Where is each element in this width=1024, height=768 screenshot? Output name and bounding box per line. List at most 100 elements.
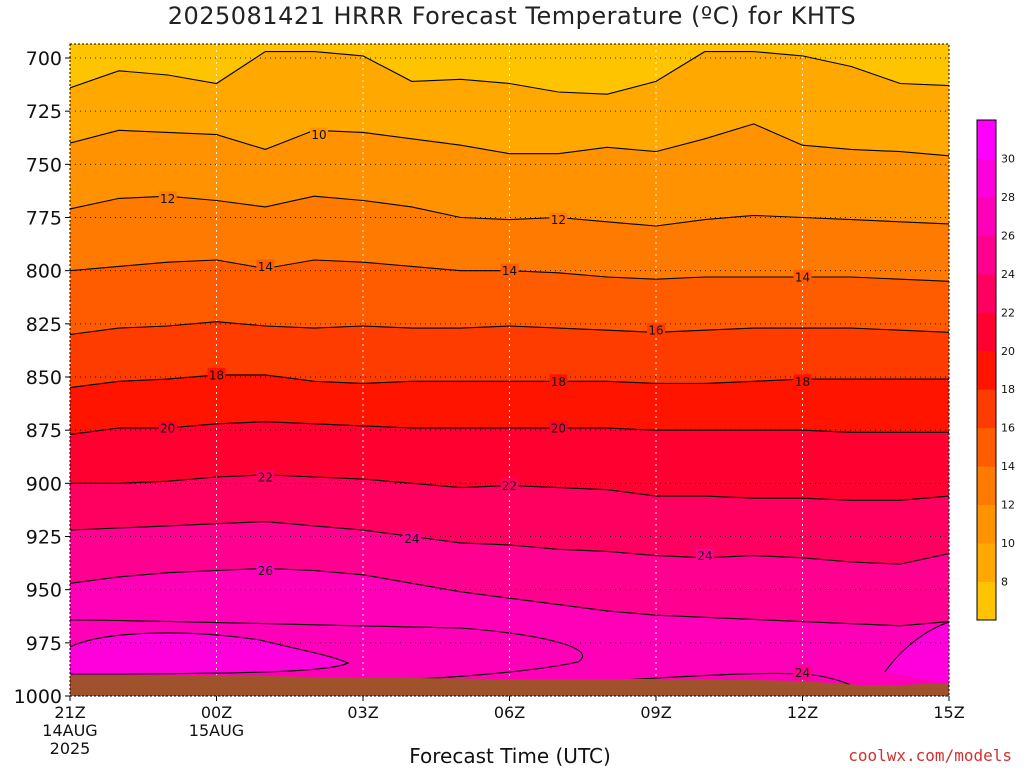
surface-terrain xyxy=(70,675,949,696)
contour-label: 24 xyxy=(404,532,419,546)
y-tick-label: 750 xyxy=(26,154,62,176)
isotherm-26-pocket xyxy=(70,619,584,681)
contour-label: 12 xyxy=(551,213,566,227)
label-bg-14 xyxy=(500,263,519,278)
label-bg-18 xyxy=(793,374,812,389)
x-axis-title: Forecast Time (UTC) xyxy=(409,744,611,768)
isotherm-10 xyxy=(70,123,949,157)
isotherm-20 xyxy=(70,421,949,435)
y-tick-label: 900 xyxy=(26,473,62,495)
label-bg-16 xyxy=(647,323,665,338)
label-bg-14 xyxy=(256,259,275,274)
y-tick-label: 850 xyxy=(26,367,62,389)
colorbar-tick-label: 28 xyxy=(1001,191,1015,204)
isotherm-24 xyxy=(70,521,949,565)
contour-label: 26 xyxy=(258,564,273,578)
contour-label: 20 xyxy=(551,422,566,436)
contour-label: 14 xyxy=(258,260,273,274)
contour-label: 10 xyxy=(311,128,326,142)
isotherm-12 xyxy=(70,195,949,227)
colorbar-tick-label: 22 xyxy=(1001,306,1015,319)
colorbar-tick-label: 18 xyxy=(1001,383,1015,396)
contour-label: 22 xyxy=(502,479,517,493)
pressure-axis: 700 725 750 775 800 825 850 875 900 925 950 975 1000 xyxy=(14,48,70,708)
label-bg-26 xyxy=(256,563,275,578)
colorbar-segment-16 xyxy=(977,389,996,429)
contour-labels: 10 12 12 14 14 14 16 18 18 18 20 20 22 22 24 24 24 26 xyxy=(158,127,812,680)
label-bg-20 xyxy=(158,421,177,436)
label-bg-18 xyxy=(549,374,568,389)
colorbar-tick-label: 12 xyxy=(1001,499,1015,512)
colorbar-segment-14 xyxy=(977,427,996,467)
y-tick-label: 925 xyxy=(26,527,62,549)
label-bg-12 xyxy=(549,212,568,227)
colorbar-segment-30 xyxy=(977,120,996,159)
colorbar-tick-label: 26 xyxy=(1001,229,1015,242)
isotherm-16 xyxy=(70,321,949,336)
colorbar-segment-6 xyxy=(977,581,996,621)
contour-label: 20 xyxy=(160,422,175,436)
colorbar-segment-28 xyxy=(977,158,996,198)
colorbar-tick-label: 8 xyxy=(1001,576,1008,589)
contour-label: 14 xyxy=(795,271,810,285)
y-tick-label: 1000 xyxy=(14,686,62,708)
colorbar-tick-label: 16 xyxy=(1001,422,1015,435)
y-tick-label: 775 xyxy=(26,208,62,230)
colorbar-segment-20 xyxy=(977,312,996,352)
y-tick-label: 725 xyxy=(26,101,62,123)
colorbar-frame xyxy=(976,119,997,621)
y-tick-label: 975 xyxy=(26,633,62,655)
label-bg-12 xyxy=(158,191,177,206)
contour-label: 16 xyxy=(648,324,663,338)
x-tick-sublabel: 14AUG xyxy=(42,721,97,740)
colorbar-tick-label: 14 xyxy=(1001,460,1015,473)
contour-label: 12 xyxy=(160,192,175,206)
band-28-30-right xyxy=(885,622,949,684)
colorbar-tick-label: 20 xyxy=(1001,345,1015,358)
x-tick-label: 03Z xyxy=(347,703,378,722)
ground-surface xyxy=(70,675,949,696)
contour-label: 14 xyxy=(502,264,517,278)
y-tick-label: 800 xyxy=(26,261,62,283)
y-tick-label: 875 xyxy=(26,420,62,442)
label-bg-14 xyxy=(793,270,812,285)
colorbar-segment-24 xyxy=(977,235,996,275)
y-tick-label: 950 xyxy=(26,580,62,602)
x-tick-sublabel: 15AUG xyxy=(189,721,244,740)
colorbar-segment-10 xyxy=(977,504,996,544)
band-28-30-left xyxy=(70,632,348,674)
label-bg-10 xyxy=(310,127,329,142)
colorbar-segment-22 xyxy=(977,273,996,313)
label-bg-24 xyxy=(793,665,812,680)
x-tick-label: 09Z xyxy=(640,703,671,722)
isotherm-8 xyxy=(70,51,949,95)
contour-label: 18 xyxy=(795,375,810,389)
colorbar-segment-12 xyxy=(977,466,996,506)
label-bg-20 xyxy=(549,421,568,436)
colorbar-segment-26 xyxy=(977,196,996,236)
label-bg-24 xyxy=(402,531,421,546)
colorbar-tick-label: 10 xyxy=(1001,537,1015,550)
label-bg-22 xyxy=(256,469,275,484)
isotherm-28-right xyxy=(884,621,949,673)
chart-title: 2025081421 HRRR Forecast Temperature (ºC… xyxy=(167,2,857,30)
y-tick-label: 825 xyxy=(26,314,62,336)
y-tick-label: 700 xyxy=(26,48,62,70)
contour-label: 24 xyxy=(795,666,810,680)
isotherm-contours xyxy=(70,51,949,691)
isotherm-28-left xyxy=(70,632,350,675)
colorbar-segment-18 xyxy=(977,350,996,390)
isotherm-26 xyxy=(70,567,949,627)
contour-label: 18 xyxy=(551,375,566,389)
plot-frame xyxy=(69,43,950,697)
contour-label: 24 xyxy=(697,549,712,563)
label-bg-24 xyxy=(695,548,714,563)
x-tick-label: 15Z xyxy=(933,703,964,722)
colorbar-tick-label: 24 xyxy=(1001,268,1015,281)
label-bg-22 xyxy=(500,478,519,493)
x-tick-label: 12Z xyxy=(787,703,818,722)
contour-label: 18 xyxy=(209,368,224,382)
colorbar-segment-8 xyxy=(977,543,996,583)
